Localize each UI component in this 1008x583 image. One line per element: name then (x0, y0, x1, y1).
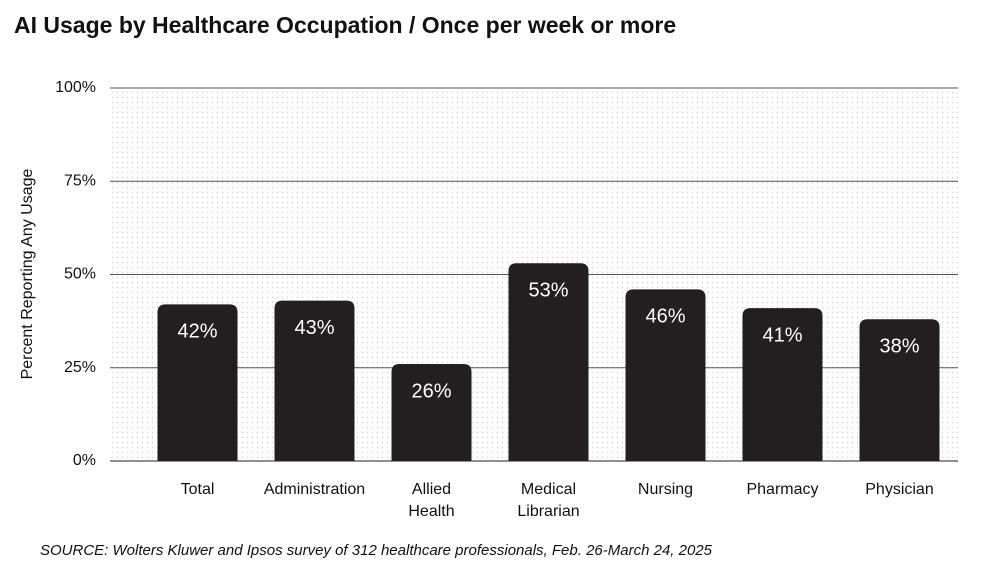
x-tick-label: Nursing (638, 481, 693, 498)
bar (274, 300, 355, 461)
x-tick-label: Medical Librarian (517, 481, 579, 520)
x-tick-label: Physician (865, 481, 933, 498)
value-label: 43% (294, 317, 334, 339)
value-label: 41% (762, 324, 802, 346)
bar (742, 308, 823, 461)
value-label: 42% (177, 321, 217, 343)
bar (391, 364, 472, 461)
bar (508, 263, 589, 461)
x-tick-label: Total (181, 481, 215, 498)
y-tick-label: 0% (73, 452, 96, 469)
y-tick-label: 75% (64, 172, 96, 189)
x-tick-label: Pharmacy (746, 481, 818, 498)
y-tick-label: 25% (64, 359, 96, 376)
x-tick-label: Administration (264, 481, 365, 498)
source-note: SOURCE: Wolters Kluwer and Ipsos survey … (40, 542, 713, 559)
x-tick-label: Allied Health (408, 481, 454, 520)
value-label: 38% (879, 336, 919, 358)
value-label: 46% (645, 306, 685, 328)
bar (625, 289, 706, 461)
y-tick-label: 50% (64, 266, 96, 283)
y-axis-label: Percent Reporting Any Usage (19, 169, 36, 380)
bar (157, 304, 238, 461)
y-tick-label: 100% (55, 79, 96, 96)
bar (859, 319, 940, 461)
value-label: 53% (528, 280, 568, 302)
chart-title: AI Usage by Healthcare Occupation / Once… (14, 12, 676, 38)
value-label: 26% (411, 380, 451, 402)
